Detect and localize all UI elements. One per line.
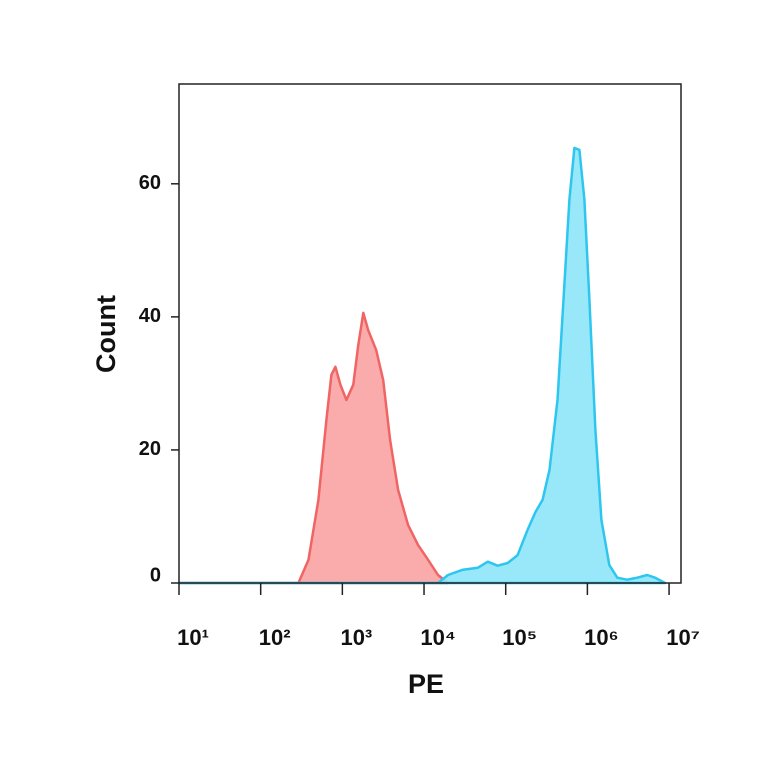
x-tick-label: 10¹ — [177, 625, 209, 650]
plot-frame — [178, 83, 682, 584]
x-tick-label: 10² — [259, 625, 291, 650]
x-tick-label: 10⁶ — [584, 625, 619, 650]
y-axis-label: Count — [91, 295, 121, 373]
histogram-area — [177, 311, 450, 585]
histogram-area — [177, 146, 667, 585]
y-tick-label: 60 — [139, 172, 161, 194]
y-tick-label: 20 — [139, 438, 161, 460]
x-tick-label: 10³ — [340, 625, 372, 650]
x-tick-label: 10⁵ — [502, 625, 537, 650]
y-tick-label: 0 — [150, 564, 161, 586]
y-tick-label: 40 — [139, 305, 161, 327]
x-tick-label: 10⁷ — [666, 625, 700, 650]
x-axis-label: PE — [408, 669, 444, 699]
x-tick-label: 10⁴ — [420, 625, 455, 650]
